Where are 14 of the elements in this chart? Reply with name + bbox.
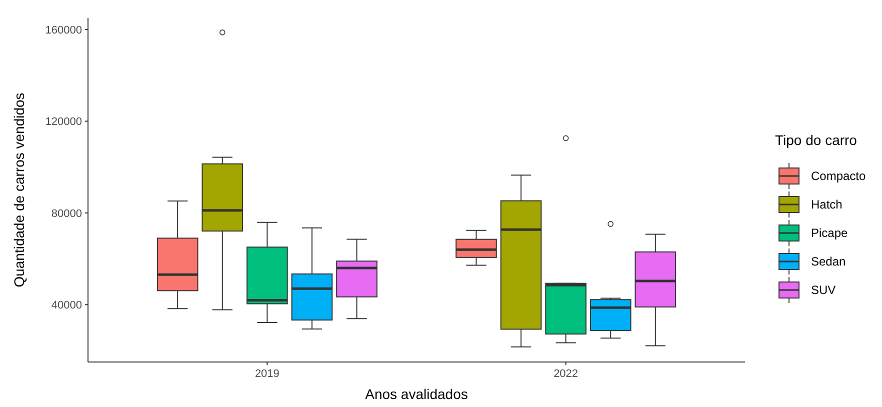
y-axis-title: Quantidade de carros vendidos (11, 92, 27, 288)
legend-label: Compacto (811, 169, 866, 184)
legend-label: Hatch (811, 198, 842, 212)
x-tick-label: 2019 (254, 368, 280, 380)
x-axis-title: Anos avalidados (365, 386, 468, 402)
legend-title: Tipo do carro (775, 132, 858, 148)
legend-label: Picape (811, 226, 848, 240)
y-tick-label: 160000 (45, 24, 82, 36)
legend-label: SUV (811, 283, 836, 298)
y-tick-label: 120000 (45, 116, 82, 128)
y-tick-label: 40000 (51, 300, 82, 312)
y-tick-label: 80000 (51, 208, 82, 220)
legend-label: Sedan (811, 254, 846, 269)
x-tick-label: 2022 (554, 368, 578, 380)
